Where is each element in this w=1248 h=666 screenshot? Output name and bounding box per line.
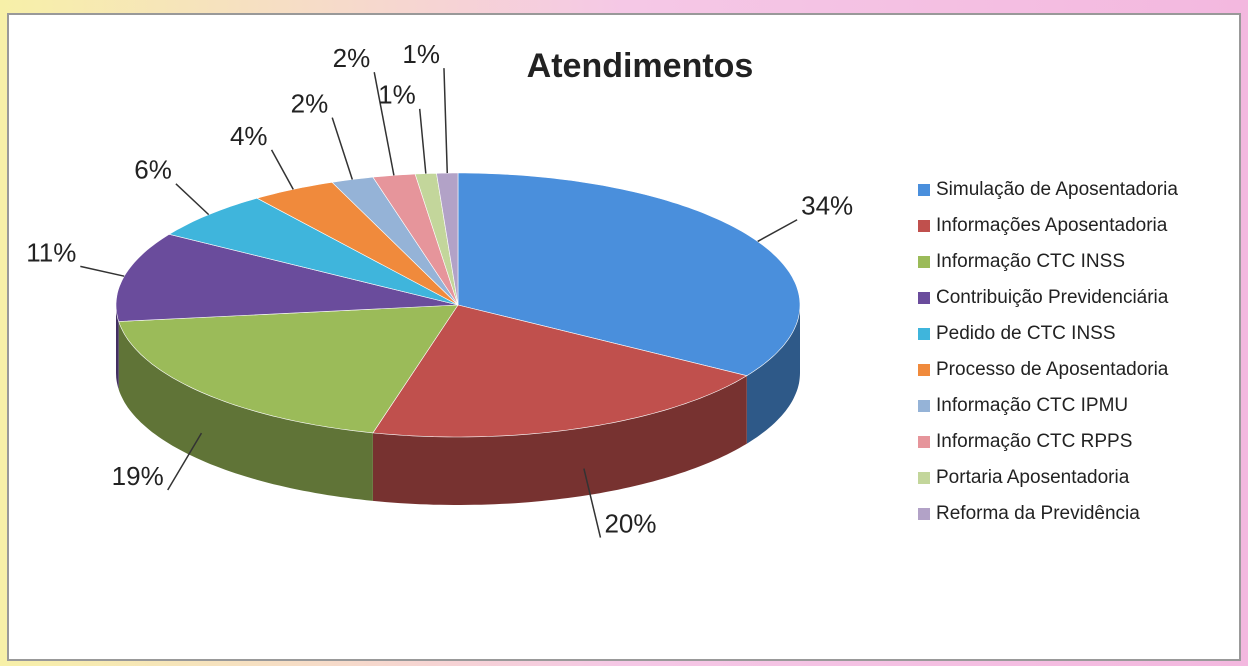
- legend-swatch: [918, 292, 930, 304]
- legend-swatch: [918, 256, 930, 268]
- legend-label: Simulação de Aposentadoria: [936, 179, 1178, 200]
- data-label: 19%: [112, 461, 164, 491]
- slice: [168, 197, 459, 306]
- legend-label: Reforma da Previdência: [936, 503, 1140, 524]
- leader-line: [331, 117, 354, 180]
- legend-swatch: [918, 184, 930, 196]
- slice: [372, 173, 459, 306]
- slice: [115, 233, 459, 322]
- slice: [118, 304, 459, 434]
- legend-label: Processo de Aposentadoria: [936, 359, 1169, 380]
- leader-line: [757, 219, 798, 243]
- data-label: 6%: [134, 155, 172, 185]
- leader-line: [373, 72, 395, 176]
- data-label: 1%: [402, 39, 440, 69]
- leader-line: [167, 432, 203, 491]
- slice: [372, 304, 748, 438]
- legend-label: Informação CTC IPMU: [936, 395, 1128, 416]
- data-label: 4%: [230, 121, 268, 151]
- data-label: 2%: [333, 43, 371, 73]
- data-label: 2%: [291, 89, 329, 119]
- legend-label: Portaria Aposentadoria: [936, 467, 1130, 488]
- legend-swatch: [918, 508, 930, 520]
- data-label: 34%: [801, 191, 853, 221]
- legend-label: Pedido de CTC INSS: [936, 323, 1116, 344]
- slice-side: [746, 305, 800, 444]
- data-label: 1%: [378, 80, 416, 110]
- legend-swatch: [918, 220, 930, 232]
- leader-line: [80, 265, 125, 277]
- legend-swatch: [918, 472, 930, 484]
- leader-line: [418, 108, 427, 174]
- legend-label: Contribuição Previdenciária: [936, 287, 1169, 308]
- slice-side: [372, 375, 747, 505]
- leader-line: [175, 183, 210, 216]
- legend-label: Informação CTC RPPS: [936, 431, 1132, 452]
- legend-swatch: [918, 436, 930, 448]
- chart-title: Atendimentos: [527, 47, 754, 85]
- data-label: 11%: [26, 237, 76, 267]
- legend-swatch: [918, 400, 930, 412]
- leader-line: [583, 468, 602, 538]
- legend-swatch: [918, 328, 930, 340]
- data-label: 20%: [604, 508, 656, 538]
- legend-label: Informações Aposentadoria: [936, 215, 1168, 236]
- slice-side: [116, 305, 119, 390]
- leader-line: [270, 149, 294, 190]
- legend-swatch: [918, 364, 930, 376]
- slice: [457, 172, 801, 377]
- legend-label: Informação CTC INSS: [936, 251, 1125, 272]
- slice-side: [118, 321, 373, 501]
- slice: [436, 172, 459, 306]
- leader-line: [443, 68, 449, 174]
